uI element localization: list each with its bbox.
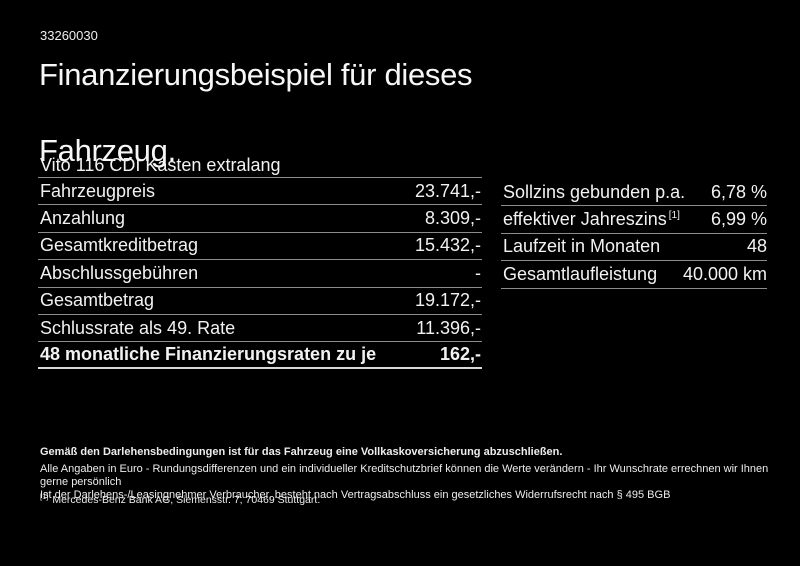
page-title-line2: Fahrzeug. — [39, 133, 176, 168]
insurance-requirement-note: Gemäß den Darlehensbedingungen ist für d… — [40, 446, 563, 458]
row-value: 6,99 % — [710, 209, 767, 230]
row-label: Gesamtkreditbetrag — [40, 235, 199, 256]
row-label: Gesamtlaufleistung — [503, 263, 658, 284]
row-label: Schlussrate als 49. Rate — [40, 317, 236, 338]
row-label: Fahrzeugpreis — [40, 180, 156, 201]
row-label: 48 monatliche Finanzierungsraten zu je — [40, 344, 377, 365]
footnote-marker: [1] — [40, 491, 49, 501]
row-value: 8.309,- — [424, 208, 481, 229]
page-title: Finanzierungsbeispiel für dieses Fahrzeu… — [39, 56, 473, 170]
row-value: 40.000 km — [682, 263, 767, 284]
row-value: 48 — [746, 236, 767, 257]
row-value: 15.432,- — [414, 235, 481, 256]
reference-number: 33260030 — [40, 28, 98, 43]
disclaimer-line-1: Alle Angaben in Euro - Rundungsdifferenz… — [40, 463, 769, 488]
row-value: 23.741,- — [414, 180, 481, 201]
row-label: Sollzins gebunden p.a. — [503, 181, 686, 202]
table-row-fahrzeugpreis: Fahrzeugpreis 23.741,- — [38, 178, 482, 206]
row-value: 6,78 % — [710, 181, 767, 202]
table-row-monatsrate: 48 monatliche Finanzierungsraten zu je 1… — [38, 342, 482, 369]
row-label: Abschlussgebühren — [40, 262, 199, 283]
table-row-anzahlung: Anzahlung 8.309,- — [38, 205, 482, 233]
financing-cost-table: Vito 116 CDI Kasten extralang Fahrzeugpr… — [38, 152, 482, 369]
vehicle-model-subtitle: Vito 116 CDI Kasten extralang — [38, 152, 482, 178]
interest-terms-table: Sollzins gebunden p.a. 6,78 % effektiver… — [501, 179, 767, 289]
row-label: Gesamtbetrag — [40, 290, 155, 311]
table-row-effektiver-jahreszins: effektiver Jahreszins [1] 6,99 % — [501, 206, 767, 234]
bank-footnote-text: Mercedes-Benz Bank AG, Siemensstr. 7, 70… — [52, 494, 321, 506]
table-row-laufzeit: Laufzeit in Monaten 48 — [501, 234, 767, 262]
row-label: Laufzeit in Monaten — [503, 236, 661, 257]
fine-print: Gemäß den Darlehensbedingungen ist für d… — [40, 446, 770, 502]
table-row-abschlussgebuehren: Abschlussgebühren - — [38, 260, 482, 288]
table-row-sollzins: Sollzins gebunden p.a. 6,78 % — [501, 179, 767, 207]
row-label: Anzahlung — [40, 208, 126, 229]
table-row-schlussrate: Schlussrate als 49. Rate 11.396,- — [38, 315, 482, 343]
row-value: 11.396,- — [416, 317, 481, 338]
page-title-line1: Finanzierungsbeispiel für dieses — [39, 57, 473, 92]
bank-footnote: [1] Mercedes-Benz Bank AG, Siemensstr. 7,… — [40, 491, 321, 506]
row-value: - — [475, 262, 481, 283]
row-value: 19.172,- — [414, 290, 481, 311]
footnote-marker: [1] — [668, 210, 680, 222]
row-value: 162,- — [439, 344, 481, 365]
disclaimer-line-2: Ist der Darlehens-/Leasingnehmer Verbrau… — [40, 489, 671, 501]
table-row-gesamtkreditbetrag: Gesamtkreditbetrag 15.432,- — [38, 233, 482, 261]
table-row-gesamtbetrag: Gesamtbetrag 19.172,- — [38, 288, 482, 315]
row-label: effektiver Jahreszins [1] — [503, 209, 680, 230]
table-row-gesamtlaufleistung: Gesamtlaufleistung 40.000 km — [501, 261, 767, 289]
